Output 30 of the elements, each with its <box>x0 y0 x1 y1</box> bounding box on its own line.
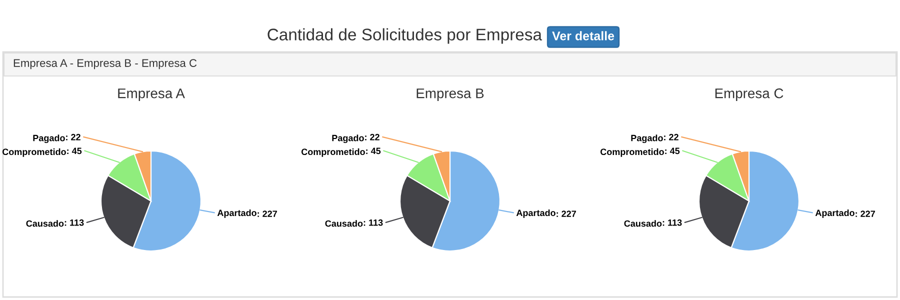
slice-label: Apartado <box>516 209 556 218</box>
data-label: : 45 <box>366 148 381 154</box>
chart-title: Empresa A <box>118 88 185 101</box>
data-label: : 113 <box>64 219 84 226</box>
data-label: : 45 <box>665 148 680 154</box>
data-label: : 227 <box>856 210 875 217</box>
data-label: : 227 <box>556 210 576 217</box>
data-label: : 22 <box>664 134 678 140</box>
data-label: : 113 <box>662 219 682 226</box>
text: Empresa A - Empresa B - Empresa C <box>14 59 197 70</box>
chart-title: Empresa B <box>416 88 484 101</box>
data-label: : 45 <box>67 148 82 154</box>
slice-label: Causado <box>624 220 662 227</box>
slice-label: Causado <box>26 220 64 227</box>
slice-label: Apartado <box>217 209 256 218</box>
data-label: : 113 <box>364 219 383 226</box>
slice-label: Comprometido <box>2 148 66 157</box>
slice-label: Comprometido <box>301 148 365 157</box>
slice-label: Pagado <box>332 134 364 144</box>
data-label: : 22 <box>365 134 380 140</box>
text: Ver detalle <box>552 31 614 40</box>
slice-label: Apartado <box>815 209 854 218</box>
data-label: : 22 <box>66 134 80 140</box>
text: Cantidad de Solicitudes por Empresa <box>268 28 542 44</box>
chart-title: Empresa C <box>715 88 784 101</box>
slice-label: Comprometido <box>600 148 664 157</box>
slice-label: Pagado <box>631 134 663 144</box>
slice-label: Causado <box>325 220 363 227</box>
slice-label: Pagado <box>33 134 65 144</box>
data-label: : 227 <box>258 210 277 217</box>
